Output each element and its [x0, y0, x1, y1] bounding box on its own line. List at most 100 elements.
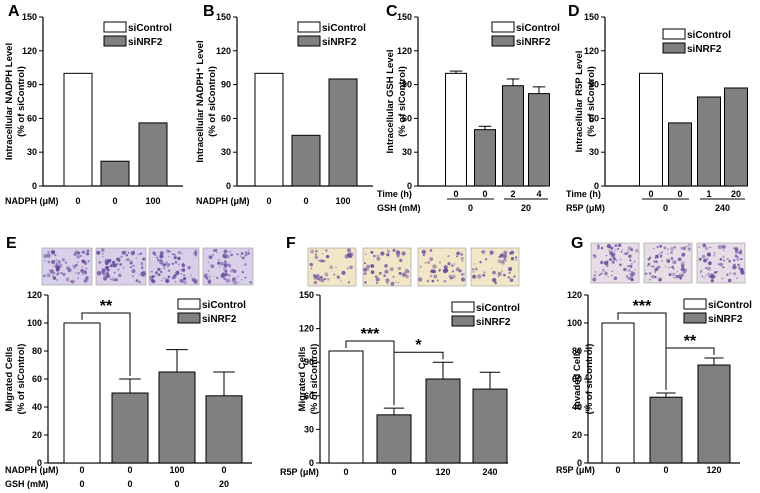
stained-cell: [105, 265, 109, 270]
stained-cell: [142, 257, 146, 261]
stained-cell: [709, 246, 711, 249]
stained-cell: [613, 276, 618, 281]
stained-cell: [614, 244, 618, 248]
stained-cell: [77, 277, 79, 279]
stained-cell: [72, 264, 75, 267]
stained-cell: [57, 260, 61, 264]
stained-cell: [116, 257, 121, 262]
stained-cell: [224, 272, 228, 277]
stained-cell: [141, 263, 143, 266]
stained-cell: [228, 263, 230, 265]
stained-cell: [376, 256, 381, 261]
stained-cell: [171, 276, 175, 280]
stained-cell: [733, 272, 737, 276]
stained-cell: [376, 281, 378, 284]
stained-cell: [346, 267, 349, 270]
bar-sicontrol: [601, 322, 635, 464]
stained-cell: [314, 253, 318, 256]
stained-cell: [439, 268, 441, 270]
condition-name: NADPH (μM): [5, 196, 59, 206]
condition-value: 0: [453, 189, 458, 199]
legend-label-sicontrol: siControl: [687, 30, 731, 41]
stained-cell: [385, 263, 388, 267]
y-tick-label: 150: [299, 290, 314, 300]
condition-name: GSH (mM): [5, 479, 49, 489]
stained-cell: [167, 263, 171, 267]
stained-cell: [510, 257, 515, 261]
micrograph-E-3: [148, 247, 200, 286]
stained-cell: [173, 256, 177, 260]
legend: siControl siNRF2: [491, 21, 560, 48]
bar-sinrf2: [158, 371, 196, 464]
stained-cell: [181, 268, 186, 272]
stained-cell: [740, 258, 743, 261]
legend-label-sicontrol: siControl: [322, 23, 366, 34]
stained-cell: [220, 273, 226, 278]
stained-cell: [155, 271, 158, 275]
stained-cell: [629, 265, 633, 268]
stained-cell: [248, 249, 250, 251]
stained-cell: [140, 271, 145, 277]
panel-label: E: [6, 235, 17, 252]
panel-E: E 0 20 40 60 80 100 120 Migrated Cells (% of siCo…: [4, 235, 254, 489]
stained-cell: [661, 259, 663, 262]
stained-cell: [56, 270, 58, 272]
stained-cell: [460, 256, 464, 261]
bar-sicontrol: [328, 350, 364, 464]
condition-value: 0: [677, 189, 682, 199]
stained-cell: [494, 281, 497, 285]
stained-cell: [736, 255, 739, 259]
stained-cell: [604, 271, 608, 276]
stained-cell: [634, 269, 636, 271]
stained-cell: [339, 279, 342, 282]
stained-cell: [85, 267, 88, 270]
stained-cell: [168, 255, 171, 258]
y-axis-label: Migrated Cells (% of siControl): [4, 344, 27, 415]
stained-cell: [665, 265, 667, 268]
stained-cell: [210, 264, 215, 269]
stained-cell: [656, 277, 658, 279]
condition-group-value: 0: [663, 203, 668, 213]
condition-name: GSH (mM): [377, 203, 421, 213]
stained-cell: [194, 254, 197, 257]
stained-cell: [481, 250, 484, 253]
stained-cell: [241, 271, 244, 274]
stained-cell: [217, 258, 221, 262]
stained-cell: [313, 274, 316, 277]
y-tick-label: 0: [37, 458, 42, 468]
bar-sinrf2: [474, 129, 496, 187]
y-tick-label: 0: [226, 181, 231, 191]
stained-cell: [716, 271, 719, 273]
y-axis-label-line2: (% of siControl): [397, 66, 408, 137]
stained-cell: [181, 252, 183, 255]
y-tick-label: 30: [221, 147, 231, 157]
bar-sinrf2: [697, 364, 731, 464]
stained-cell: [609, 251, 614, 256]
stained-cell: [249, 281, 252, 284]
stained-cell: [363, 267, 368, 272]
stained-cell: [82, 272, 84, 274]
stained-cell: [173, 274, 177, 278]
legend-label-sinrf2: siNRF2: [516, 37, 551, 48]
stained-cell: [722, 249, 725, 251]
stained-cell: [240, 279, 243, 281]
legend: siControl siNRF2: [451, 301, 520, 328]
stained-cell: [173, 253, 176, 256]
stained-cell: [240, 252, 244, 255]
stained-cell: [375, 277, 380, 282]
condition-value: 100: [145, 196, 160, 206]
y-tick-label: 120: [397, 46, 412, 56]
stained-cell: [141, 266, 144, 268]
stained-cell: [171, 253, 174, 256]
stained-cell: [675, 275, 679, 279]
bar-sinrf2: [138, 122, 168, 187]
stained-cell: [598, 273, 601, 277]
stained-cell: [653, 260, 656, 263]
legend-label-sicontrol: siControl: [128, 23, 172, 34]
stained-cell: [364, 253, 367, 255]
condition-value: 100: [169, 465, 184, 475]
y-axis-label-line2: (% of siControl): [309, 344, 320, 415]
stained-cell: [698, 246, 701, 248]
micrograph-G-2: [643, 242, 693, 284]
stained-cell: [627, 265, 629, 268]
